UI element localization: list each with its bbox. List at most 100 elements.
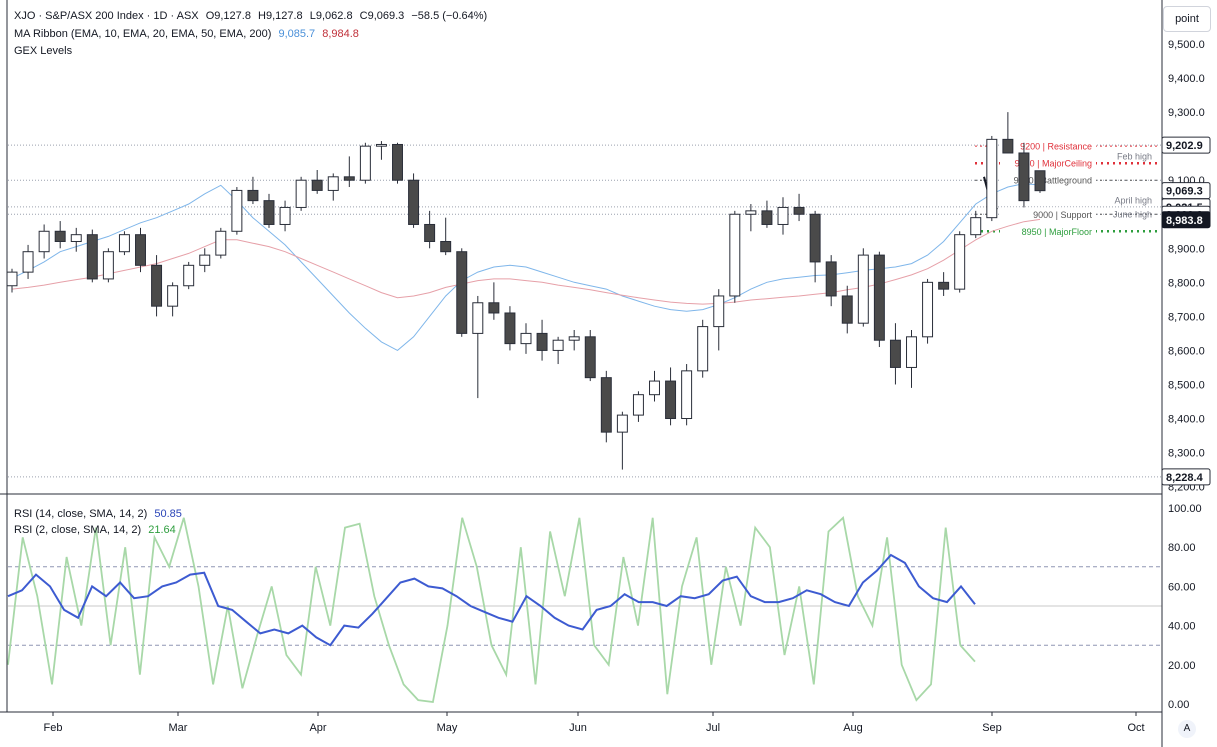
gex-level-label: 9150 | MajorCeiling <box>1015 159 1092 169</box>
candle-body <box>86 234 98 280</box>
candle-body <box>375 143 387 147</box>
candle-body <box>6 271 18 287</box>
rsi-tick-label: 80.00 <box>1168 542 1196 554</box>
candle-body <box>247 189 259 202</box>
candle-body <box>118 234 130 253</box>
candle-body <box>761 210 773 225</box>
price-tags: 9,202.99,069.39,021.59,000.08,983.88,228… <box>1161 136 1211 486</box>
candle-body <box>392 143 403 181</box>
symbol-header: XJO · S&P/ASX 200 Index · 1D · ASX O9,12… <box>14 9 491 23</box>
rsi-tick-label: 40.00 <box>1168 621 1196 633</box>
rsi-pane <box>7 516 1162 704</box>
candle-body <box>279 206 291 225</box>
candle-body <box>488 302 500 314</box>
rsi-tick-label: 0.00 <box>1168 699 1189 711</box>
rsi-tick-label: 20.00 <box>1168 660 1196 672</box>
candle-body <box>745 210 757 215</box>
time-tick-label: Jul <box>706 722 720 734</box>
gex-level-label: 9100 | Battleground <box>1014 176 1092 186</box>
candle-body <box>231 189 243 232</box>
time-tick-label: Mar <box>169 722 188 734</box>
candle-body <box>825 261 837 297</box>
ohlc-high: H9,127.8 <box>258 10 303 22</box>
gex-level-label: 9000 | Support <box>1033 210 1092 220</box>
grid <box>8 144 1162 478</box>
candle-body <box>857 254 869 324</box>
price-tick-label: 8,300.0 <box>1168 448 1205 460</box>
rsi-tick-label: 60.00 <box>1168 581 1196 593</box>
rsi14-label: RSI (14, close, SMA, 14, 2) <box>14 508 148 520</box>
candle-body <box>906 336 917 368</box>
candle-body <box>568 336 580 341</box>
price-tick-label: 9,300.0 <box>1168 107 1205 119</box>
chart-annotation: Feb high <box>1117 151 1152 161</box>
rsi14-legend[interactable]: RSI (14, close, SMA, 14, 2) 50.85 <box>14 507 186 521</box>
gex-levels: 9200 | Resistance 9150 | MajorCeiling 9100… <box>975 139 1160 238</box>
price-tag: 9,069.3 <box>1166 186 1203 198</box>
candle-body <box>777 206 789 225</box>
ma-value-1: 9,085.7 <box>278 28 316 40</box>
unit-button[interactable]: point <box>1163 6 1211 32</box>
price-tick-label: 9,500.0 <box>1168 39 1205 51</box>
time-tick-label: May <box>437 722 458 734</box>
price-tick-label: 8,900.0 <box>1168 243 1205 255</box>
candle-body <box>504 312 516 345</box>
ma-ribbon-label: MA Ribbon (EMA, 10, EMA, 20, EMA, 50, EM… <box>14 28 272 40</box>
candle-body <box>151 264 163 307</box>
candle-body <box>889 339 901 368</box>
rsi14-line <box>7 553 976 647</box>
price-tick-label: 8,800.0 <box>1168 277 1205 289</box>
candle-body <box>22 251 34 273</box>
candle-body <box>809 213 821 263</box>
price-tick-label: 8,500.0 <box>1168 379 1205 391</box>
price-tag: 8,228.4 <box>1166 472 1204 484</box>
auto-scale-button[interactable]: A <box>1178 720 1196 738</box>
candle-body <box>70 234 82 242</box>
candle-body <box>536 332 548 351</box>
candle-body <box>38 230 50 253</box>
candle-body <box>1002 138 1014 154</box>
candle-body <box>713 295 725 328</box>
gex-level-label: 8950 | MajorFloor <box>1022 227 1092 237</box>
rsi2-label: RSI (2, close, SMA, 14, 2) <box>14 524 142 536</box>
candles <box>6 112 1046 470</box>
candle-body <box>841 295 853 324</box>
price-tick-label: 8,400.0 <box>1168 414 1205 426</box>
candle-body <box>649 380 660 396</box>
candle-body <box>632 394 644 416</box>
candle-body <box>199 254 211 266</box>
candle-body <box>263 200 275 225</box>
candle-body <box>135 234 146 266</box>
price-tag-box <box>1161 136 1211 154</box>
candle-body <box>1018 152 1030 202</box>
candle-body <box>167 285 179 307</box>
rsi2-line <box>7 516 976 704</box>
price-tag-box <box>1161 211 1211 229</box>
candle-body <box>440 240 452 253</box>
gex-level-label: 9200 | Resistance <box>1020 142 1092 152</box>
symbol-line: XJO · S&P/ASX 200 Index · 1D · ASX <box>14 10 199 22</box>
gex-levels-legend[interactable]: GEX Levels <box>14 44 76 58</box>
rsi2-value: 21.64 <box>148 524 176 536</box>
candle-body <box>616 414 628 433</box>
candle-body <box>681 370 693 420</box>
time-tick-label: Oct <box>1127 722 1144 734</box>
candle-body <box>456 251 468 334</box>
ma-ribbon-legend[interactable]: MA Ribbon (EMA, 10, EMA, 20, EMA, 50, EM… <box>14 27 363 41</box>
rsi2-legend[interactable]: RSI (2, close, SMA, 14, 2) 21.64 <box>14 523 180 537</box>
price-tag: 9,202.9 <box>1166 140 1203 152</box>
candle-body <box>408 179 420 225</box>
candle-body <box>793 206 805 215</box>
gex-level-label-bg <box>1000 207 1096 221</box>
candle-body <box>327 176 339 191</box>
ohlc-low: L9,062.8 <box>309 10 353 22</box>
candle-body <box>343 176 355 181</box>
candle-body <box>954 234 966 290</box>
rsi14-value: 50.85 <box>154 508 182 520</box>
candle-body <box>873 254 885 341</box>
candle-body <box>922 281 934 338</box>
time-tick-label: Apr <box>309 722 326 734</box>
candle-body <box>54 230 66 242</box>
